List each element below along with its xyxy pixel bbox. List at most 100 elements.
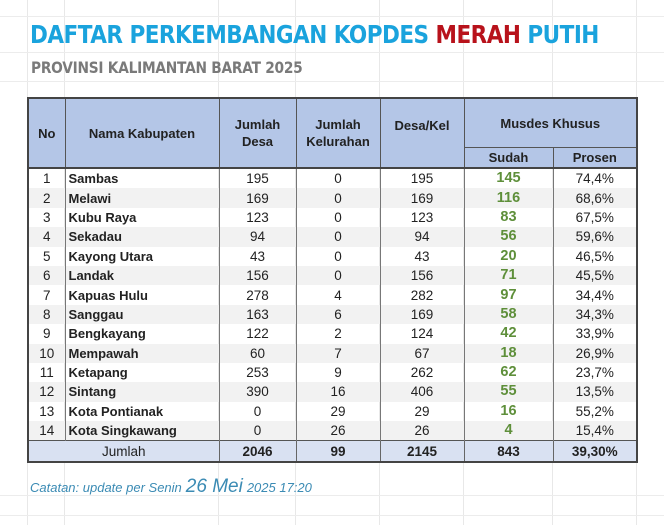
cell-jumlah-desa: 253	[218, 362, 297, 383]
table-row: 11 Ketapang 253 9 262 62 23,7%	[27, 362, 638, 383]
header-jumlah-kelurahan: Jumlah Kelurahan	[295, 97, 381, 169]
cell-nama-kabupaten: Kapuas Hulu	[64, 285, 220, 305]
cell-prosen: 45,5%	[552, 265, 638, 286]
page-title: DAFTAR PERKEMBANGAN KOPDES MERAH PUTIH	[30, 20, 599, 49]
cell-jumlah-desa: 0	[218, 401, 297, 422]
table-row: 2 Melawi 169 0 169 116 68,6%	[27, 188, 638, 208]
cell-prosen: 74,4%	[552, 168, 638, 189]
cell-no: 2	[27, 188, 66, 208]
cell-prosen: 13,5%	[552, 382, 638, 402]
header-no: No	[27, 97, 66, 169]
cell-sudah: 58	[463, 304, 554, 325]
cell-nama-kabupaten: Melawi	[64, 188, 220, 208]
cell-desa-kel: 123	[379, 207, 465, 228]
header-nama-kabupaten: Nama Kabupaten	[64, 97, 220, 169]
cell-desa-kel: 406	[379, 382, 465, 402]
cell-nama-kabupaten: Kayong Utara	[64, 246, 220, 266]
cell-prosen: 15,4%	[552, 421, 638, 441]
cell-sudah: 4	[463, 421, 554, 441]
cell-jumlah-desa: 278	[218, 285, 297, 305]
cell-prosen: 34,4%	[552, 285, 638, 305]
cell-sudah: 18	[463, 343, 554, 363]
table-row: 12 Sintang 390 16 406 55 13,5%	[27, 382, 638, 402]
cell-nama-kabupaten: Bengkayang	[64, 324, 220, 344]
total-desa: 2046	[218, 440, 297, 463]
total-row: Jumlah 2046 99 2145 843 39,30%	[27, 440, 638, 463]
cell-sudah: 145	[463, 168, 554, 189]
cell-sudah: 42	[463, 324, 554, 344]
cell-no: 8	[27, 304, 66, 325]
table-row: 6 Landak 156 0 156 71 45,5%	[27, 265, 638, 286]
cell-jumlah-kelurahan: 0	[295, 168, 381, 189]
cell-desa-kel: 282	[379, 285, 465, 305]
title-text-end: PUTIH	[520, 20, 599, 49]
cell-jumlah-kelurahan: 6	[295, 304, 381, 325]
cell-sudah: 20	[463, 246, 554, 266]
cell-no: 7	[27, 285, 66, 305]
cell-desa-kel: 29	[379, 401, 465, 422]
gridline	[0, 495, 664, 496]
title-red-text: MERAH	[435, 20, 521, 49]
header-sudah: Sudah	[463, 147, 554, 169]
cell-no: 6	[27, 265, 66, 286]
cell-nama-kabupaten: Landak	[64, 265, 220, 286]
cell-no: 4	[27, 227, 66, 247]
cell-jumlah-kelurahan: 26	[295, 421, 381, 441]
table-row: 1 Sambas 195 0 195 145 74,4%	[27, 168, 638, 189]
cell-sudah: 62	[463, 362, 554, 383]
cell-prosen: 59,6%	[552, 227, 638, 247]
table-row: 10 Mempawah 60 7 67 18 26,9%	[27, 343, 638, 363]
cell-jumlah-kelurahan: 7	[295, 343, 381, 363]
cell-jumlah-kelurahan: 0	[295, 207, 381, 228]
cell-no: 11	[27, 362, 66, 383]
header-jumlah-desa: Jumlah Desa	[218, 97, 297, 169]
cell-desa-kel: 67	[379, 343, 465, 363]
cell-jumlah-desa: 163	[218, 304, 297, 325]
cell-jumlah-kelurahan: 9	[295, 362, 381, 383]
table-row: 4 Sekadau 94 0 94 56 59,6%	[27, 227, 638, 247]
gridline	[0, 16, 664, 17]
cell-desa-kel: 26	[379, 421, 465, 441]
cell-sudah: 71	[463, 265, 554, 286]
cell-desa-kel: 43	[379, 246, 465, 266]
cell-nama-kabupaten: Sambas	[64, 168, 220, 189]
cell-no: 13	[27, 401, 66, 422]
cell-desa-kel: 195	[379, 168, 465, 189]
cell-jumlah-desa: 60	[218, 343, 297, 363]
cell-jumlah-desa: 156	[218, 265, 297, 286]
header-desa-kel: Desa/Kel	[379, 97, 465, 169]
table-row: 14 Kota Singkawang 0 26 26 4 15,4%	[27, 421, 638, 441]
cell-no: 9	[27, 324, 66, 344]
cell-no: 5	[27, 246, 66, 266]
cell-nama-kabupaten: Sanggau	[64, 304, 220, 325]
cell-jumlah-kelurahan: 2	[295, 324, 381, 344]
cell-no: 1	[27, 168, 66, 189]
cell-jumlah-kelurahan: 0	[295, 188, 381, 208]
cell-jumlah-kelurahan: 0	[295, 246, 381, 266]
cell-prosen: 67,5%	[552, 207, 638, 228]
cell-sudah: 56	[463, 227, 554, 247]
cell-nama-kabupaten: Kubu Raya	[64, 207, 220, 228]
cell-jumlah-desa: 123	[218, 207, 297, 228]
cell-jumlah-kelurahan: 0	[295, 227, 381, 247]
cell-prosen: 26,9%	[552, 343, 638, 363]
cell-desa-kel: 262	[379, 362, 465, 383]
note-date: 26 Mei	[185, 476, 243, 497]
total-label: Jumlah	[27, 440, 220, 463]
cell-prosen: 34,3%	[552, 304, 638, 325]
cell-desa-kel: 124	[379, 324, 465, 344]
cell-jumlah-desa: 43	[218, 246, 297, 266]
gridline	[0, 515, 664, 516]
cell-sudah: 97	[463, 285, 554, 305]
cell-jumlah-desa: 195	[218, 168, 297, 189]
table-row: 13 Kota Pontianak 0 29 29 16 55,2%	[27, 401, 638, 422]
cell-nama-kabupaten: Sintang	[64, 382, 220, 402]
cell-no: 14	[27, 421, 66, 441]
cell-prosen: 68,6%	[552, 188, 638, 208]
cell-nama-kabupaten: Sekadau	[64, 227, 220, 247]
gridline	[0, 52, 664, 53]
cell-prosen: 33,9%	[552, 324, 638, 344]
cell-jumlah-desa: 0	[218, 421, 297, 441]
cell-jumlah-desa: 94	[218, 227, 297, 247]
cell-nama-kabupaten: Mempawah	[64, 343, 220, 363]
